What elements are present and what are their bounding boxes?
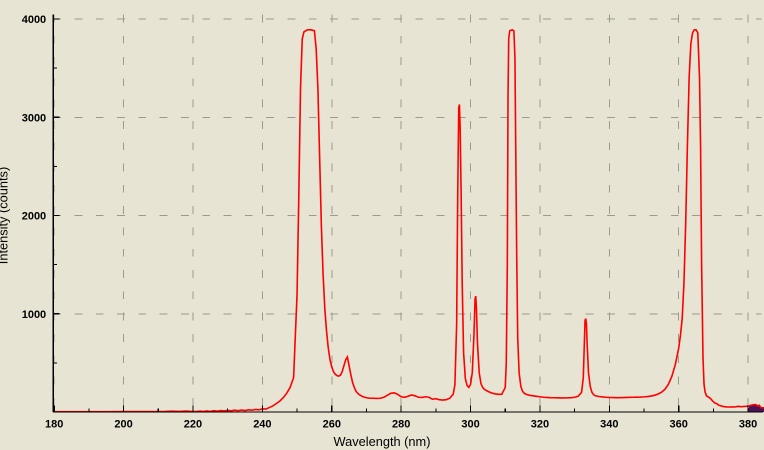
- svg-text:200: 200: [114, 419, 132, 431]
- svg-text:260: 260: [323, 419, 341, 431]
- svg-text:380: 380: [739, 419, 757, 431]
- svg-text:3000: 3000: [22, 112, 46, 124]
- svg-text:2000: 2000: [22, 211, 46, 223]
- svg-text:320: 320: [531, 419, 549, 431]
- svg-text:180: 180: [45, 419, 63, 431]
- svg-text:340: 340: [600, 419, 618, 431]
- svg-text:280: 280: [392, 419, 410, 431]
- svg-text:360: 360: [670, 419, 688, 431]
- svg-text:220: 220: [184, 419, 202, 431]
- svg-text:1000: 1000: [22, 309, 46, 321]
- svg-text:4000: 4000: [22, 14, 46, 26]
- svg-text:300: 300: [461, 419, 479, 431]
- svg-text:240: 240: [253, 419, 271, 431]
